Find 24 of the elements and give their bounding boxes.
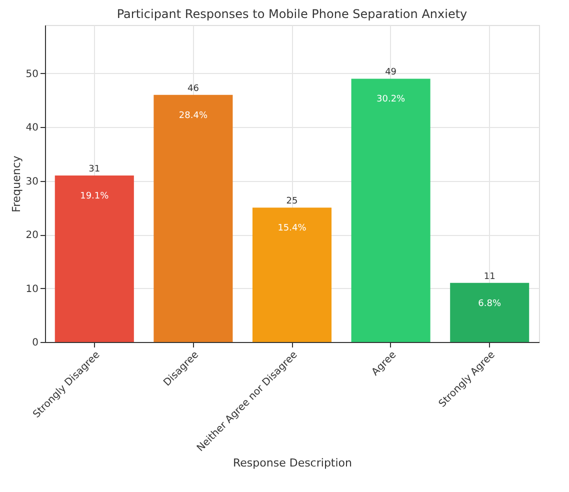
chart-title: Participant Responses to Mobile Phone Separation Anxiety — [116, 7, 468, 21]
annotation: 19.1% — [80, 191, 110, 202]
data-label: 11 — [484, 272, 496, 282]
annotation: 28.4% — [178, 110, 208, 121]
data-label: 49 — [385, 68, 397, 78]
y-tick-label: 20 — [26, 230, 38, 242]
y-tick-label: 0 — [32, 338, 38, 348]
y-tick-label: 50 — [26, 68, 38, 80]
y-tick-label: 40 — [26, 122, 38, 134]
data-label: 25 — [286, 196, 298, 207]
y-axis-title: Frequency — [10, 155, 23, 212]
annotation: 6.8% — [478, 298, 502, 309]
data-label: 46 — [187, 84, 200, 94]
y-tick-label: 10 — [26, 284, 38, 295]
bar — [154, 94, 233, 342]
y-tick-label: 30 — [26, 176, 38, 188]
bar — [54, 175, 134, 342]
bar — [252, 208, 332, 342]
bar — [351, 78, 430, 342]
bar — [450, 282, 530, 342]
annotation: 30.2% — [376, 94, 406, 105]
annotation: 15.4% — [278, 224, 307, 234]
x-axis-title: Response Description — [233, 456, 352, 470]
data-label: 31 — [88, 164, 100, 174]
